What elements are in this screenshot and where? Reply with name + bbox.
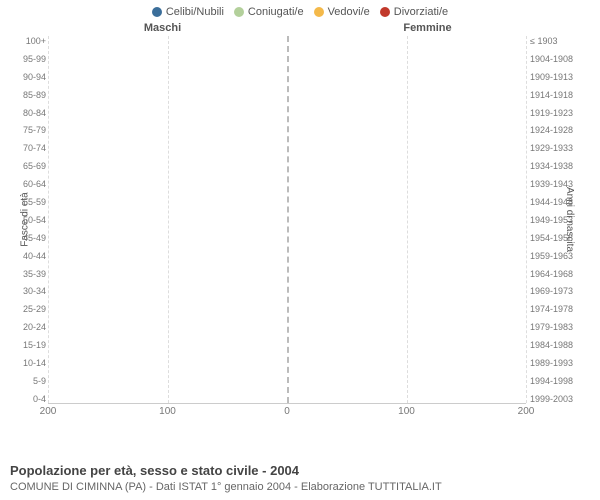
birth-label: 1914-1918 [530,90,588,100]
age-label: 85-89 [12,90,46,100]
x-tick-label: 200 [40,406,57,417]
age-label: 70-74 [12,143,46,153]
gridline [48,36,49,403]
chart-title: Popolazione per età, sesso e stato civil… [10,463,442,480]
age-label: 30-34 [12,286,46,296]
legend-label: Divorziati/e [394,6,448,18]
legend-label: Celibi/Nubili [166,6,224,18]
birth-labels: ≤ 1903 1904-1908 1909-1913 1914-1918 1919-19… [530,36,588,404]
birth-label: 1979-1983 [530,322,588,332]
legend-label: Vedovi/e [328,6,370,18]
chart-footer: Popolazione per età, sesso e stato civil… [10,463,442,494]
x-tick-label: 0 [284,406,290,417]
age-label: 15-19 [12,340,46,350]
legend-swatch [380,7,390,17]
birth-label: 1974-1978 [530,304,588,314]
age-labels: 100+ 95-99 90-94 85-89 80-84 75-79 70-74 65-69 6… [12,36,46,404]
gridline [168,36,169,403]
population-pyramid [48,36,526,404]
age-label: 80-84 [12,108,46,118]
age-label: 65-69 [12,161,46,171]
center-gridline [287,36,289,403]
age-label: 95-99 [12,54,46,64]
header-female: Femmine [295,22,600,34]
age-label: 5-9 [12,376,46,386]
birth-label: 1969-1973 [530,286,588,296]
birth-label: 1924-1928 [530,125,588,135]
chart-subtitle: COMUNE DI CIMINNA (PA) - Dati ISTAT 1° g… [10,480,442,494]
gridline [407,36,408,403]
legend-item: Divorziati/e [380,6,448,18]
age-label: 40-44 [12,251,46,261]
birth-label: 1999-2003 [530,394,588,404]
birth-label: 1934-1938 [530,161,588,171]
legend-swatch [234,7,244,17]
age-label: 100+ [12,36,46,46]
age-label: 75-79 [12,125,46,135]
legend-swatch [314,7,324,17]
age-label: 45-49 [12,233,46,243]
x-tick-label: 200 [518,406,535,417]
x-tick-label: 100 [159,406,176,417]
gender-headers: Maschi Femmine [0,22,600,34]
header-male: Maschi [0,22,295,34]
birth-label: 1964-1968 [530,269,588,279]
legend-item: Celibi/Nubili [152,6,224,18]
birth-label: 1909-1913 [530,72,588,82]
birth-label: 1954-1958 [530,233,588,243]
age-label: 25-29 [12,304,46,314]
birth-label: 1959-1963 [530,251,588,261]
x-axis-ticks: 2001000100200 [48,406,526,420]
legend-label: Coniugati/e [248,6,304,18]
age-label: 0-4 [12,394,46,404]
birth-label: 1929-1933 [530,143,588,153]
birth-label: 1949-1953 [530,215,588,225]
legend-item: Vedovi/e [314,6,370,18]
birth-label: 1939-1943 [530,179,588,189]
legend-swatch [152,7,162,17]
birth-label: 1919-1923 [530,108,588,118]
age-label: 50-54 [12,215,46,225]
age-label: 55-59 [12,197,46,207]
birth-label: ≤ 1903 [530,36,588,46]
chart-area: Fasce di età Anni di nascita 100+95-9990… [6,34,594,434]
birth-label: 1994-1998 [530,376,588,386]
legend: Celibi/Nubili Coniugati/e Vedovi/e Divorzia… [0,0,600,18]
birth-label: 1904-1908 [530,54,588,64]
age-label: 10-14 [12,358,46,368]
legend-item: Coniugati/e [234,6,304,18]
age-label: 35-39 [12,269,46,279]
birth-label: 1944-1948 [530,197,588,207]
birth-label: 1984-1988 [530,340,588,350]
gridline [526,36,527,403]
x-tick-label: 100 [398,406,415,417]
age-label: 20-24 [12,322,46,332]
birth-label: 1989-1993 [530,358,588,368]
age-label: 90-94 [12,72,46,82]
age-label: 60-64 [12,179,46,189]
